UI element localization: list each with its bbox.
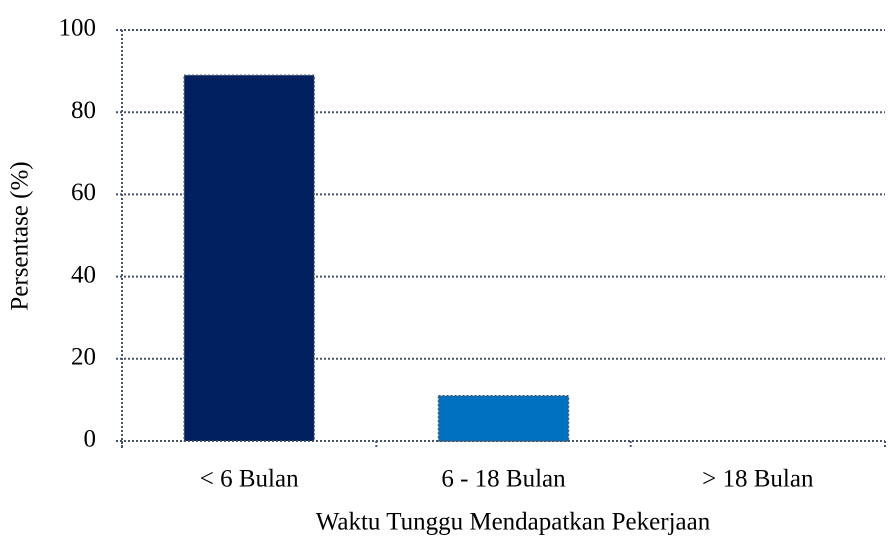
- y-tick-label: 80: [71, 97, 96, 124]
- x-tick-label: > 18 Bulan: [702, 466, 814, 493]
- y-tick-label: 40: [71, 261, 96, 288]
- y-tick-label: 0: [84, 426, 97, 453]
- x-axis-title: Waktu Tunggu Mendapatkan Pekerjaan: [316, 509, 711, 536]
- x-tick-label: 6 - 18 Bulan: [441, 466, 566, 493]
- y-tick-label: 100: [59, 15, 97, 42]
- x-tick-label: < 6 Bulan: [200, 466, 299, 493]
- y-tick-label: 60: [71, 179, 96, 206]
- bar: [183, 74, 315, 442]
- y-axis-title: Persentase (%): [7, 161, 34, 310]
- y-tick-label: 20: [71, 344, 96, 371]
- bar: [437, 395, 570, 442]
